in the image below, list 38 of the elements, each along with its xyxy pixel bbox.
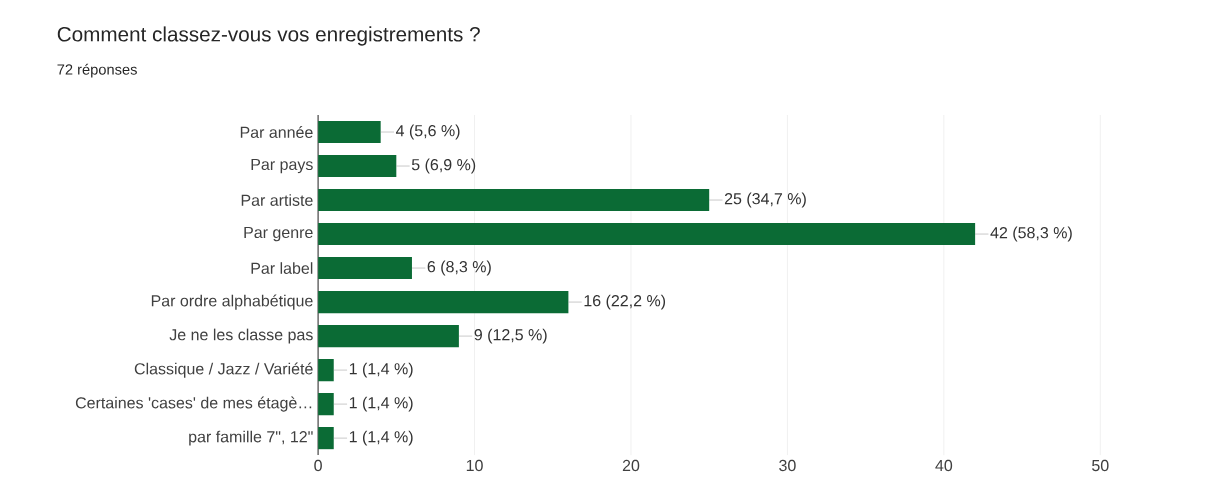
y-tick-label: Classique / Jazz / Variété [134, 362, 313, 378]
bar [318, 358, 334, 382]
bar [318, 120, 381, 144]
data-label: 16 (22,2 %) [584, 294, 666, 310]
data-label: 1 (1,4 %) [349, 396, 413, 412]
bar [318, 154, 397, 178]
y-tick-label: Par artiste [241, 194, 313, 206]
y-tick-label: Par année [240, 126, 313, 138]
bar [318, 188, 710, 212]
x-tick-label: 0 [314, 459, 322, 472]
data-label: 1 (1,4 %) [349, 362, 413, 378]
data-label: 5 (6,9 %) [411, 158, 476, 174]
bar [318, 392, 334, 416]
data-label: 25 (34,7 %) [724, 192, 806, 208]
x-tick-label: 10 [466, 459, 483, 472]
data-label: 9 (12,5 %) [474, 328, 547, 344]
data-label: 6 (8,3 %) [427, 260, 491, 276]
y-tick-label: Certaines 'cases' de mes étagè… [75, 396, 312, 412]
bar [318, 427, 334, 450]
bar [318, 256, 412, 280]
text: 72 réponses [57, 63, 137, 78]
data-label: 1 (1,4 %) [349, 430, 413, 446]
x-tick-label: 30 [779, 459, 796, 472]
bar [318, 324, 459, 348]
y-tick-label: Je ne les classe pas [169, 328, 313, 344]
bar [318, 222, 976, 246]
x-tick-label: 50 [1092, 459, 1109, 472]
x-tick-label: 20 [622, 459, 640, 472]
x-tick-label: 40 [935, 459, 953, 472]
y-tick-label: Par pays [251, 158, 313, 174]
chart-title: Comment classez-vous vos enregistrements ? [57, 26, 480, 46]
y-tick-label: par famille 7", 12" [189, 430, 313, 446]
data-label: 42 (58,3 %) [990, 226, 1072, 242]
y-tick-label: Par label [251, 262, 313, 274]
y-tick-label: Par genre [244, 226, 313, 242]
y-tick-label: Par ordre alphabétique [151, 294, 313, 310]
bar [318, 290, 569, 314]
data-label: 4 (5,6 %) [395, 124, 460, 140]
